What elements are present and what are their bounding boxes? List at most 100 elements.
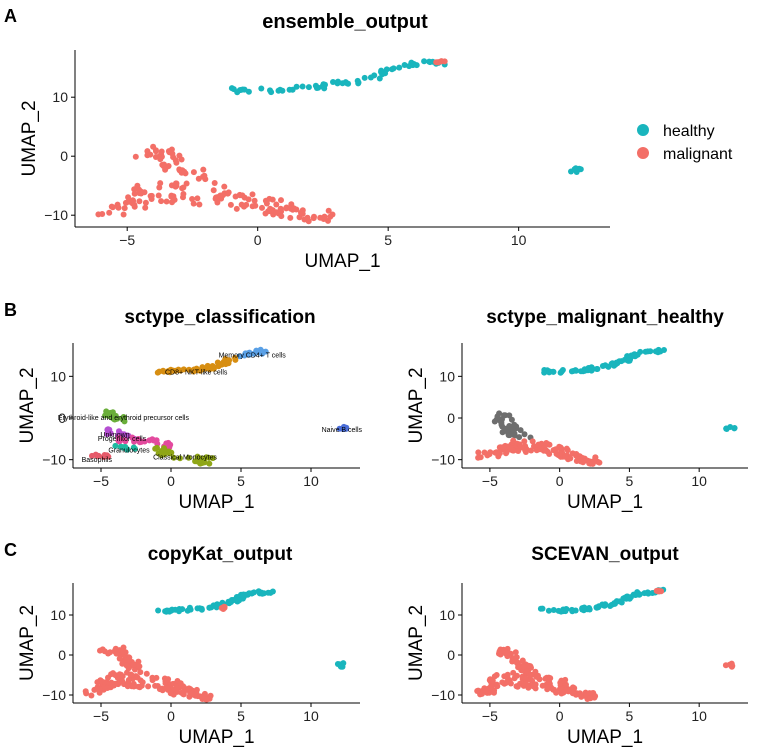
data-point [158, 198, 165, 205]
cluster-1 [722, 660, 736, 670]
cluster-3 [132, 143, 218, 186]
data-point [186, 366, 192, 373]
x-axis-label: UMAP_1 [567, 492, 643, 513]
data-point [148, 196, 155, 202]
data-point [510, 437, 517, 444]
x-tick-label: −5 [119, 232, 135, 248]
data-point [514, 683, 521, 690]
data-point [562, 676, 569, 683]
data-point [410, 61, 417, 67]
x-tick-label: 10 [303, 473, 319, 489]
data-point [553, 689, 560, 696]
data-point [568, 368, 575, 375]
data-point [544, 684, 551, 691]
plot-ensemble: ensemble_output −5 0 5 10 −10 0 10 UMAP_1 UMAP_2 [19, 11, 610, 272]
data-point [152, 682, 159, 689]
cluster-3 [496, 645, 539, 675]
data-point [517, 427, 524, 434]
y-tick-label: 0 [447, 410, 455, 426]
data-point [190, 200, 197, 207]
x-tick-label: 5 [626, 473, 634, 489]
data-point [152, 147, 159, 154]
data-point [181, 168, 188, 175]
y-tick-label: 10 [52, 89, 68, 105]
cluster-8 [336, 423, 350, 432]
data-point [112, 442, 119, 449]
data-point [120, 648, 127, 655]
data-point [191, 366, 198, 373]
cluster-0 [236, 346, 269, 360]
data-point [501, 412, 507, 419]
data-point [138, 190, 145, 197]
data-point [283, 205, 290, 212]
x-tick-label: 10 [691, 473, 707, 489]
cluster-2 [102, 408, 128, 425]
data-point [136, 663, 143, 670]
data-point [258, 85, 265, 92]
legend: healthy malignant [637, 123, 733, 163]
data-point [532, 681, 539, 688]
cluster-0 [228, 58, 448, 96]
data-point [596, 459, 603, 466]
data-point [482, 688, 489, 695]
data-point [209, 455, 216, 462]
data-point [131, 438, 138, 445]
data-point [199, 455, 205, 462]
data-point [212, 195, 219, 202]
data-point [89, 452, 95, 459]
data-point [180, 683, 187, 690]
y-tick-label: 10 [439, 368, 455, 384]
data-point [82, 688, 89, 695]
panel-letter-a: A [4, 6, 17, 26]
cluster-1 [568, 165, 584, 175]
x-tick-label: −5 [93, 473, 109, 489]
data-point [496, 450, 503, 457]
x-tick-label: 10 [691, 708, 707, 724]
cluster-4 [110, 678, 210, 703]
data-point [644, 589, 651, 596]
data-point [539, 682, 546, 689]
data-point [196, 201, 203, 208]
data-point [312, 82, 319, 89]
plot-scevan: SCEVAN_output −5 0 5 10 10 0 −10 UMAP_1 UMAP_2 [406, 544, 748, 748]
data-point [267, 87, 273, 94]
y-axis-label: UMAP_2 [406, 367, 427, 443]
data-point [163, 198, 170, 205]
data-point [88, 692, 95, 699]
data-point [570, 689, 577, 696]
data-point [521, 438, 528, 445]
data-point [512, 649, 519, 656]
data-point [183, 180, 190, 187]
data-point [128, 672, 135, 678]
data-point [552, 446, 559, 453]
data-point [160, 367, 167, 374]
x-tick-label: 5 [237, 473, 245, 489]
data-point [279, 87, 286, 94]
cluster-2 [491, 410, 534, 441]
data-point [354, 77, 361, 84]
cluster-3 [97, 644, 150, 677]
data-point [122, 438, 129, 445]
data-point [396, 64, 403, 71]
x-tick-label: 5 [384, 232, 392, 248]
data-point [199, 694, 205, 700]
data-point [149, 677, 156, 684]
data-point [107, 409, 114, 416]
data-point [592, 693, 599, 700]
data-point [155, 192, 162, 199]
data-point [131, 201, 138, 208]
data-point [102, 679, 109, 686]
data-point [232, 193, 239, 200]
data-point [269, 588, 276, 595]
data-point [181, 689, 187, 696]
y-axis-label: UMAP_2 [17, 605, 38, 681]
data-point [474, 688, 481, 694]
data-point [516, 434, 523, 441]
data-point [550, 368, 557, 375]
data-point [585, 365, 592, 371]
data-point [563, 445, 570, 452]
y-axis-label: UMAP_2 [17, 367, 38, 443]
data-point [361, 74, 368, 81]
data-point [310, 215, 317, 222]
y-tick-label: −10 [44, 207, 68, 223]
